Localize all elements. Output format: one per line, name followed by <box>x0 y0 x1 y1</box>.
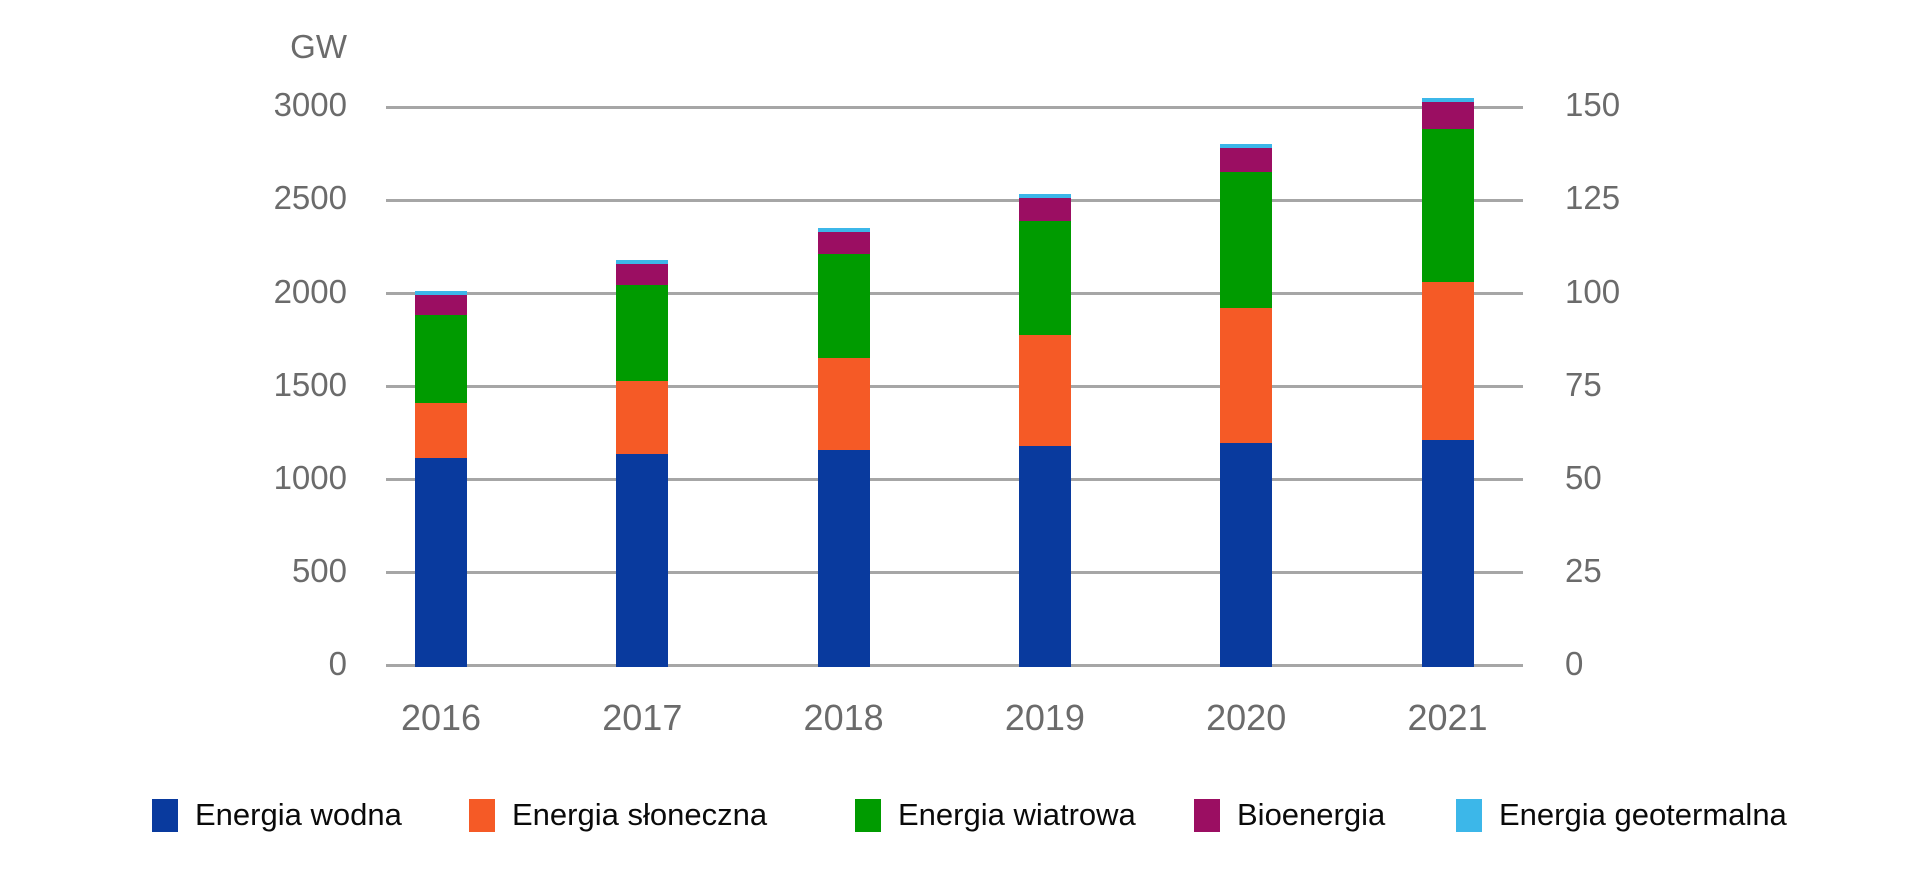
left-axis-tick-500: 500 <box>291 551 347 589</box>
right-axis-tick-150: 150 <box>1565 86 1621 124</box>
legend-label-geothermal: Energia geotermalna <box>1499 797 1787 832</box>
legend-item-bioenergy: Bioenergia <box>1194 797 1385 833</box>
legend-swatch-wind-icon <box>855 798 881 832</box>
bar-2018-geothermal <box>817 228 870 233</box>
bar-2017-wind <box>616 284 669 381</box>
bar-2021-wind <box>1421 129 1474 282</box>
right-axis-tick-25: 25 <box>1565 551 1602 589</box>
bar-2016-bioenergy <box>415 295 467 315</box>
gridline-0 <box>386 664 1523 668</box>
right-axis-tick-75: 75 <box>1565 365 1602 403</box>
x-axis-label-2016: 2016 <box>400 697 482 738</box>
left-axis-unit-label: GW <box>290 28 347 65</box>
legend-label-bioenergy: Bioenergia <box>1237 797 1386 832</box>
bar-2019-solar <box>1018 335 1071 446</box>
left-axis-tick-0: 0 <box>328 644 347 682</box>
left-axis-tick-1000: 1000 <box>273 458 347 496</box>
bar-2019-geothermal <box>1018 194 1071 199</box>
bar-2017-geothermal <box>616 260 669 265</box>
bar-2017-bioenergy <box>616 264 669 285</box>
bar-2020-solar <box>1220 308 1273 444</box>
bar-2020-wind <box>1220 172 1273 309</box>
bar-2020-bioenergy <box>1220 148 1273 173</box>
left-axis-tick-2000: 2000 <box>273 272 347 310</box>
right-axis-tick-125: 125 <box>1565 179 1621 217</box>
bar-2017-hydro <box>616 454 669 668</box>
bar-2020-hydro <box>1220 443 1273 668</box>
x-axis-label-2020: 2020 <box>1206 697 1287 738</box>
legend-item-hydro: Energia wodna <box>152 797 402 833</box>
left-axis-tick-3000: 3000 <box>273 86 347 124</box>
legend-item-geothermal: Energia geotermalna <box>1456 797 1787 833</box>
bar-2019-hydro <box>1018 445 1071 668</box>
gridline-2000 <box>386 292 1523 295</box>
bar-2017-solar <box>616 380 669 455</box>
bar-2019-wind <box>1018 221 1071 336</box>
bar-2016-hydro <box>415 457 467 668</box>
gridline-1500 <box>386 385 1523 389</box>
left-axis-tick-1500: 1500 <box>273 365 347 403</box>
bar-2021-bioenergy <box>1421 102 1474 130</box>
gridline-1000 <box>386 478 1523 482</box>
legend-swatch-geothermal-icon <box>1456 798 1482 832</box>
bar-2021-hydro <box>1421 440 1474 668</box>
bar-2018-solar <box>817 358 870 450</box>
right-axis-tick-100: 100 <box>1565 272 1621 310</box>
legend-item-wind: Energia wiatrowa <box>855 797 1136 833</box>
x-axis-label-2017: 2017 <box>602 697 683 738</box>
gridline-3000 <box>386 105 1523 109</box>
left-axis-tick-2500: 2500 <box>273 179 347 217</box>
gridline-2500 <box>386 198 1523 202</box>
bar-2019-bioenergy <box>1018 198 1071 222</box>
bar-2016-geothermal <box>415 291 467 295</box>
legend-swatch-hydro-icon <box>152 798 178 832</box>
bar-2021-geothermal <box>1421 98 1474 103</box>
legend-item-solar: Energia słoneczna <box>469 797 767 833</box>
right-axis-tick-50: 50 <box>1565 458 1602 496</box>
bar-2018-hydro <box>817 449 870 668</box>
bar-2016-solar <box>415 402 467 458</box>
bar-2016-wind <box>415 314 467 403</box>
bar-2018-wind <box>817 254 870 359</box>
legend-label-solar: Energia słoneczna <box>512 797 768 832</box>
legend-label-wind: Energia wiatrowa <box>898 797 1136 832</box>
right-axis-tick-0: 0 <box>1565 644 1584 682</box>
x-axis-label-2021: 2021 <box>1407 697 1488 738</box>
legend-swatch-bioenergy-icon <box>1194 798 1220 832</box>
bar-2018-bioenergy <box>817 232 870 255</box>
legend-swatch-solar-icon <box>469 798 495 832</box>
x-axis-label-2018: 2018 <box>803 697 884 738</box>
bar-2020-geothermal <box>1220 144 1273 149</box>
legend-label-hydro: Energia wodna <box>195 797 402 832</box>
gridline-500 <box>386 571 1523 575</box>
x-axis-label-2019: 2019 <box>1004 697 1085 738</box>
bar-2021-solar <box>1421 281 1474 441</box>
